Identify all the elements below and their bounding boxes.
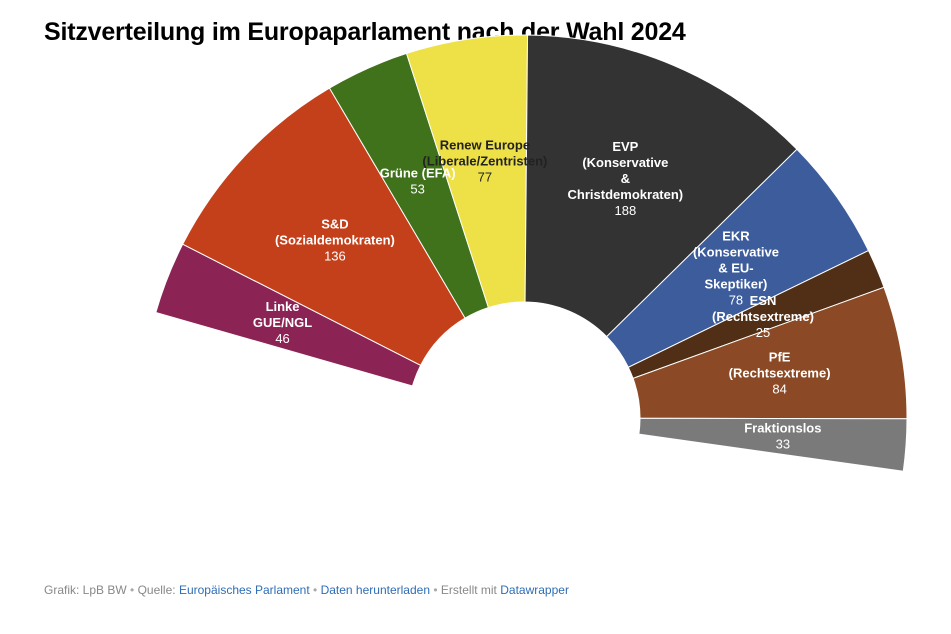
segment-label: (Sozialdemokraten) — [275, 232, 395, 247]
segment-label: Skeptiker) — [705, 276, 768, 291]
segment-value: 136 — [324, 248, 346, 263]
segment-label: (Rechtsextreme) — [712, 309, 814, 324]
segment-label: EVP — [612, 139, 638, 154]
segment-evp-konservative-christdemokraten — [524, 34, 798, 338]
segment-label: S&D — [321, 216, 348, 231]
chart-footer: Grafik: LpB BW • Quelle: Europäisches Pa… — [44, 583, 569, 597]
separator: • — [433, 583, 438, 597]
seat-segments — [155, 34, 908, 472]
segment-fraktionslos — [638, 417, 908, 472]
segment-value: 25 — [756, 325, 770, 340]
segment-label: Renew Europe — [440, 137, 530, 152]
segment-label: (Konservative — [582, 155, 668, 170]
segment-value: 46 — [275, 331, 289, 346]
segment-label: (Rechtsextreme) — [729, 365, 831, 380]
segment-label: Christdemokraten) — [568, 187, 684, 202]
download-data-link[interactable]: Daten herunterladen — [320, 583, 430, 597]
datawrapper-link[interactable]: Datawrapper — [500, 583, 569, 597]
credit-text: Grafik: LpB BW — [44, 583, 127, 597]
segment-label: ESN — [750, 293, 777, 308]
created-with-label: Erstellt mit — [440, 583, 497, 597]
segment-value: 84 — [772, 381, 786, 396]
segment-label: PfE — [769, 349, 791, 364]
segment-label: & — [621, 171, 630, 186]
segment-label: (Konservative — [693, 244, 779, 259]
segment-label: Linke — [266, 299, 300, 314]
segment-label: & EU- — [718, 260, 753, 275]
source-label: Quelle: — [137, 583, 176, 597]
segment-label: (Liberale/Zentristen) — [422, 153, 547, 168]
segment-s-d-sozialdemokraten — [182, 87, 466, 367]
separator: • — [313, 583, 318, 597]
source-link[interactable]: Europäisches Parlament — [178, 583, 310, 597]
segment-label: Grüne (EFA) — [380, 165, 456, 180]
segment-value: 33 — [776, 436, 790, 451]
segment-value: 53 — [410, 181, 424, 196]
segment-label: GUE/NGL — [253, 315, 312, 330]
segment-label: EKR — [722, 228, 750, 243]
segment-value: 188 — [614, 203, 636, 218]
segment-value: 77 — [478, 169, 492, 184]
segment-label: Fraktionslos — [744, 420, 821, 435]
separator: • — [130, 583, 135, 597]
segment-value: 78 — [729, 292, 743, 307]
